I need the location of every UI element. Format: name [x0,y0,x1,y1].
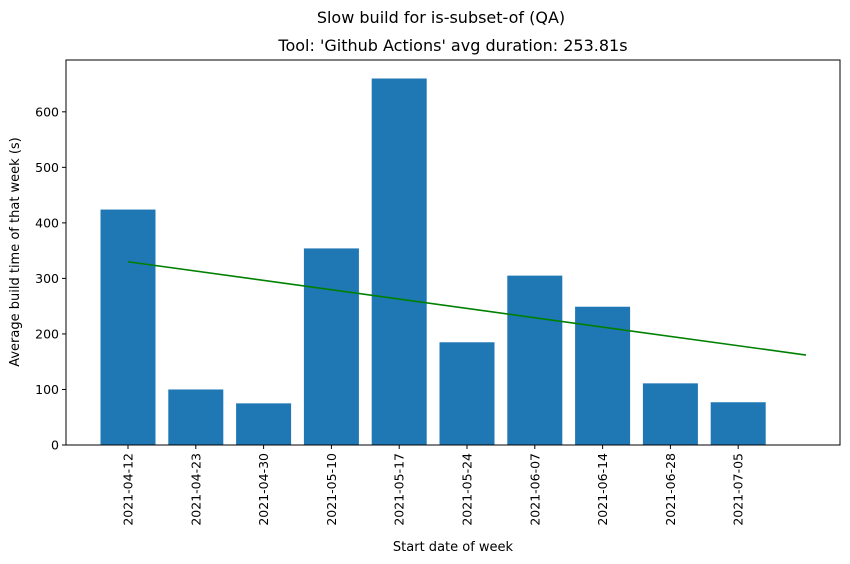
x-tick-label: 2021-05-10 [324,453,339,526]
bar [236,403,292,445]
x-tick-label: 2021-06-28 [663,453,678,526]
y-tick-label: 500 [35,160,59,175]
x-tick-label: 2021-05-24 [460,453,475,526]
y-axis-label: Average build time of that week (s) [8,137,23,367]
bar [710,402,766,445]
y-tick-label: 200 [35,326,59,341]
x-tick-label: 2021-04-23 [188,453,203,526]
bar [100,209,156,445]
y-tick-label: 0 [51,438,59,453]
trend-line [127,260,807,356]
x-tick-label: 2021-06-07 [527,453,542,526]
y-tick-label: 100 [35,382,59,397]
bar [371,78,427,445]
x-tick-label: 2021-04-30 [256,453,271,526]
bar [507,275,563,445]
plot-frame [65,59,841,446]
trend-group [127,260,807,356]
bar [168,389,224,445]
x-tick-label: 2021-07-05 [731,453,746,526]
y-axis: 0 100 200 300 400 500 600 [35,104,66,453]
bar [303,248,359,445]
chart-title: Tool: 'Github Actions' avg duration: 253… [277,36,627,55]
y-tick-label: 300 [35,271,59,286]
bar [642,383,698,445]
bar [439,342,495,445]
y-tick-label: 400 [35,215,59,230]
y-tick-label: 600 [35,104,59,119]
x-tick-label: 2021-04-12 [121,453,136,526]
x-tick-label: 2021-05-17 [392,453,407,526]
chart-suptitle: Slow build for is-subset-of (QA) [317,8,565,27]
x-tick-label: 2021-06-14 [595,453,610,526]
x-axis: 2021-04-12 2021-04-23 2021-04-30 2021-05-10… [121,445,746,526]
bars-group [100,78,766,445]
x-axis-label: Start date of week [393,540,514,555]
